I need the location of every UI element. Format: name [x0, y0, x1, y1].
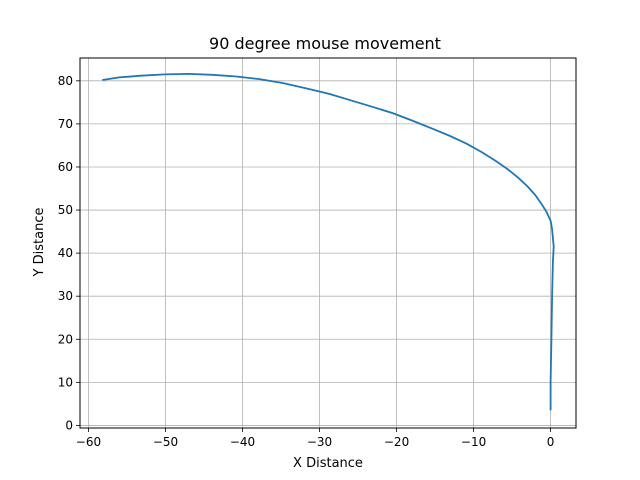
x-tick-label: −40 [230, 435, 255, 449]
plot-frame [79, 57, 577, 429]
series-layer [102, 73, 555, 411]
y-tick-label: 70 [58, 117, 73, 131]
y-tick-label: 50 [58, 203, 73, 217]
y-tick-label: 20 [58, 332, 73, 346]
x-tick-label: −10 [461, 435, 486, 449]
axis-ticks: −60 −50 −40 −30 −20 −10 0 0 10 20 30 40 50 60 70 80 [58, 74, 555, 449]
grid-lines [80, 58, 576, 428]
x-tick-label: 0 [547, 435, 555, 449]
series-line [102, 73, 555, 411]
y-axis-label: Y Distance [32, 208, 47, 278]
y-tick-label: 0 [65, 418, 73, 432]
y-tick-label: 80 [58, 74, 73, 88]
y-tick-label: 10 [58, 375, 73, 389]
y-tick-label: 30 [58, 289, 73, 303]
x-tick-label: −60 [76, 435, 101, 449]
x-tick-label: −20 [384, 435, 409, 449]
x-tick-label: −50 [153, 435, 178, 449]
y-tick-label: 40 [58, 246, 73, 260]
chart-title: 90 degree mouse movement [209, 34, 441, 53]
x-tick-label: −30 [307, 435, 332, 449]
x-axis-label: X Distance [293, 456, 363, 471]
y-tick-label: 60 [58, 160, 73, 174]
